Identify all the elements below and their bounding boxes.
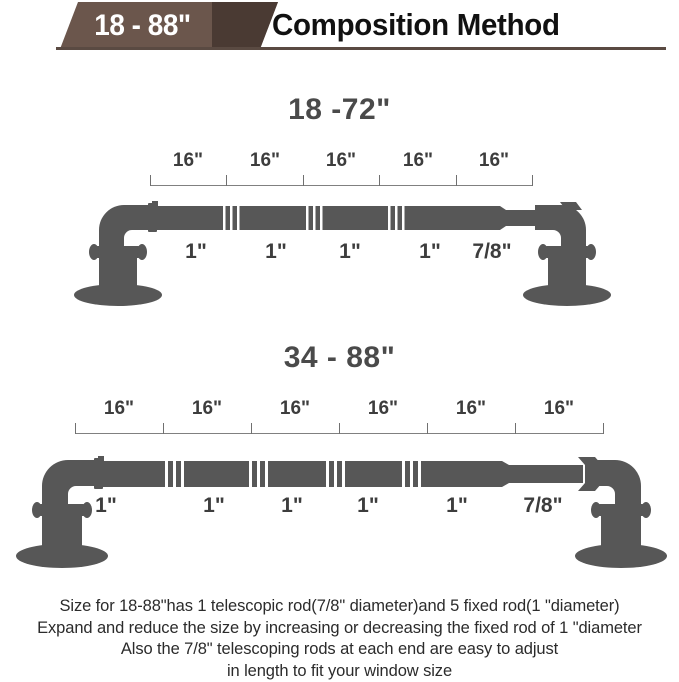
- header-divider: [56, 47, 666, 50]
- footer-line: Expand and reduce the size by increasing…: [0, 618, 679, 640]
- ruler-segment-label: 16": [403, 150, 433, 172]
- ruler-tick: [427, 423, 428, 434]
- ruler-tick: [150, 175, 151, 186]
- rod-diameter-label: 1": [357, 494, 379, 518]
- rod-diameter-label: 1": [265, 240, 287, 264]
- section-title-34-88: 34 - 88": [0, 341, 679, 375]
- rod-diameter-label: 7/8": [472, 240, 511, 264]
- ruler-segment-label: 16": [544, 398, 574, 420]
- ruler-segment-label: 16": [173, 150, 203, 172]
- ruler-segment-label: 16": [280, 398, 310, 420]
- footer-description: Size for 18-88"has 1 telescopic rod(7/8"…: [0, 596, 679, 682]
- rod-diameter-label: 1": [419, 240, 441, 264]
- rod-diameter-label: 1": [95, 494, 117, 518]
- ruler-tick: [339, 423, 340, 434]
- ruler-tick: [163, 423, 164, 434]
- section-title-18-72: 18 -72": [0, 93, 679, 127]
- page-title: Composition Method: [272, 3, 560, 47]
- rod-diameter-label: 1": [446, 494, 468, 518]
- ruler-tick: [603, 423, 604, 434]
- ruler-segment-label: 16": [456, 398, 486, 420]
- ruler-tick: [251, 423, 252, 434]
- rod-diameter-label: 1": [203, 494, 225, 518]
- ruler-tick: [456, 175, 457, 186]
- ruler-segment-label: 16": [250, 150, 280, 172]
- header-badge-label: 18 - 88": [82, 4, 203, 48]
- rod-diameter-label: 7/8": [523, 494, 562, 518]
- ruler-34-88: 16" 16" 16" 16" 16" 16": [75, 400, 604, 434]
- ruler-tick: [303, 175, 304, 186]
- ruler-segment-label: 16": [326, 150, 356, 172]
- ruler-tick: [75, 423, 76, 434]
- ruler-tick: [226, 175, 227, 186]
- ruler-segment-label: 16": [192, 398, 222, 420]
- rod-diameter-label: 1": [339, 240, 361, 264]
- ruler-tick: [515, 423, 516, 434]
- header-banner-region: 18 - 88" Composition Method: [0, 0, 679, 58]
- ruler-tick: [532, 175, 533, 186]
- rod-diameter-labels-34-88: 1" 1" 1" 1" 1" 7/8": [0, 494, 679, 524]
- ruler-baseline: [150, 185, 533, 186]
- ruler-segment-label: 16": [368, 398, 398, 420]
- rod-diameter-label: 1": [185, 240, 207, 264]
- ruler-tick: [379, 175, 380, 186]
- ruler-18-72: 16" 16" 16" 16" 16": [150, 152, 533, 186]
- footer-line: Size for 18-88"has 1 telescopic rod(7/8"…: [0, 596, 679, 618]
- rod-diameter-label: 1": [281, 494, 303, 518]
- ruler-segment-label: 16": [104, 398, 134, 420]
- ruler-segment-label: 16": [479, 150, 509, 172]
- footer-line: Also the 7/8" telescoping rods at each e…: [0, 639, 679, 661]
- rod-diameter-labels-18-72: 1" 1" 1" 1" 7/8": [0, 240, 679, 270]
